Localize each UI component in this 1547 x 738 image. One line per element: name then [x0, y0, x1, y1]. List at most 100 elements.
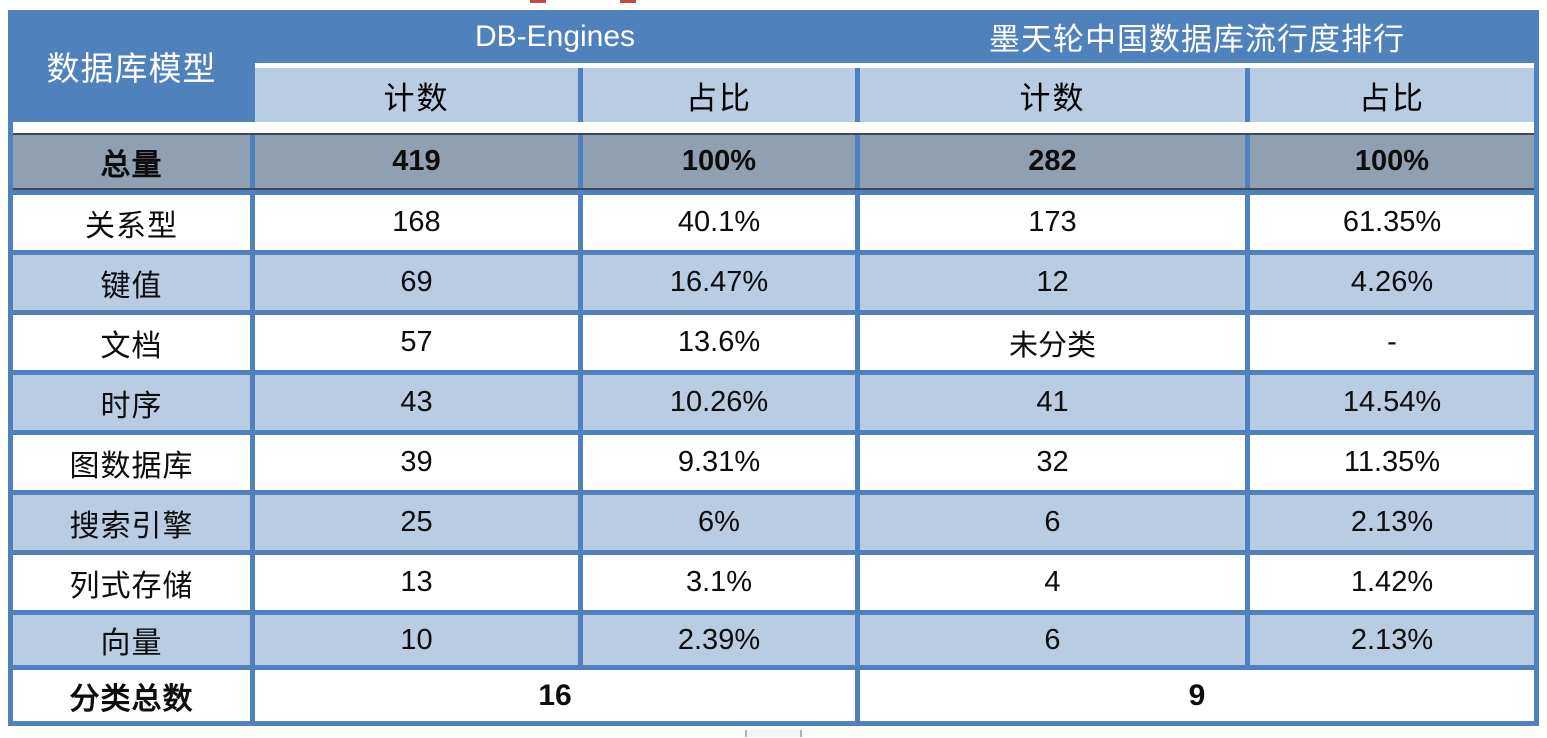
header-body-gap: [13, 122, 1534, 133]
group-header-db-engines: DB-Engines: [255, 10, 855, 63]
table-cell: 10: [400, 623, 433, 656]
grid-divider: [855, 615, 860, 665]
subheader-cell: 占比: [583, 68, 855, 122]
footer-label: 分类总数: [69, 682, 194, 716]
grid-divider: [855, 255, 860, 310]
table-row: 总量 419 100% 282 100%: [13, 133, 1534, 190]
grid-divider: [250, 435, 255, 490]
row-label: 向量: [100, 627, 163, 660]
grid-divider: [1245, 615, 1250, 665]
group-header-band: DB-Engines 墨天轮中国数据库流行度排行: [255, 10, 1534, 63]
grid-divider: [1245, 68, 1250, 122]
table-cell: 2.39%: [677, 623, 761, 656]
table-cell: 4.26%: [1350, 266, 1434, 298]
grid-divider: [855, 495, 860, 550]
grid-divider: [13, 490, 1534, 495]
grid-divider: [1245, 555, 1250, 610]
grid-divider: [250, 195, 255, 250]
subheader-cell: 计数: [860, 68, 1245, 122]
table-body: 总量 419 100% 282 100% 关系型 168 40.1% 173 61.35% 键值 69…: [13, 133, 1534, 670]
row-label: 搜索引擎: [69, 509, 194, 543]
grid-divider: [250, 555, 255, 610]
table-cell: 100%: [681, 145, 757, 177]
grid-divider: [855, 195, 860, 250]
table-row: 文档 57 13.6% 未分类 -: [13, 315, 1534, 370]
cutoff-red-text-fragment: [620, 0, 636, 3]
table-cell: 6%: [698, 506, 740, 538]
grid-divider: [13, 550, 1534, 555]
row-label: 总量: [100, 148, 163, 182]
row-label: 关系型: [85, 209, 178, 243]
grid-divider: [1245, 495, 1250, 550]
grid-divider: [855, 375, 860, 430]
table-row: 图数据库 39 9.31% 32 11.35%: [13, 435, 1534, 490]
grid-divider: [250, 315, 255, 370]
grid-divider: [250, 375, 255, 430]
grid-divider: [578, 255, 583, 310]
grid-divider: [855, 135, 860, 188]
grid-divider: [578, 375, 583, 430]
grid-divider: [1245, 135, 1250, 188]
table-cell: 1.42%: [1350, 566, 1434, 598]
grid-divider: [855, 435, 860, 490]
table-row: 搜索引擎 25 6% 6 2.13%: [13, 495, 1534, 550]
table-cell: 未分类: [1008, 329, 1096, 362]
table-cell: 11.35%: [1343, 446, 1441, 478]
grid-divider: [855, 670, 860, 721]
grid-divider: [13, 370, 1534, 375]
grid-divider: [250, 495, 255, 550]
table-cell: 32: [1036, 446, 1069, 478]
table-cell: 16.47%: [669, 266, 769, 298]
grid-divider: [1245, 255, 1250, 310]
grid-divider: [250, 135, 255, 188]
table-cell: 100%: [1354, 145, 1430, 177]
footer-db-engines-category-total: 16: [538, 678, 572, 712]
subheader-cell: 计数: [255, 68, 578, 122]
group-header-modb-ranking: 墨天轮中国数据库流行度排行: [860, 10, 1534, 63]
table-row: 键值 69 16.47% 12 4.26%: [13, 255, 1534, 310]
subheader-row: 计数 占比 计数 占比: [255, 68, 1534, 122]
row-label: 键值: [100, 269, 163, 303]
table-cell: 57: [400, 326, 433, 358]
table-cell: 43: [400, 386, 433, 418]
row-label: 图数据库: [69, 449, 194, 483]
scrollbar-fragment: [745, 730, 802, 737]
grid-divider: [578, 195, 583, 250]
table-cell: 69: [400, 266, 433, 298]
table-cell: 3.1%: [685, 566, 753, 598]
database-model-comparison-table: 数据库模型 DB-Engines 墨天轮中国数据库流行度排行 计数 占比 计数 占比 …: [8, 10, 1539, 726]
table-cell: 10.26%: [669, 386, 769, 418]
table-row: 向量 10 2.39% 6 2.13%: [13, 615, 1534, 665]
grid-divider: [855, 10, 860, 63]
table-cell: 39: [400, 446, 433, 478]
footer-modb-category-total: 9: [1188, 678, 1206, 712]
footer-row: 分类总数 16 9: [13, 670, 1534, 721]
table-cell: 13: [400, 566, 433, 598]
grid-divider: [578, 68, 583, 122]
table-cell: 61.35%: [1342, 206, 1442, 238]
table-cell: 419: [392, 145, 441, 177]
table-header: 数据库模型 DB-Engines 墨天轮中国数据库流行度排行 计数 占比 计数 占比: [13, 10, 1534, 122]
grid-divider: [578, 555, 583, 610]
grid-divider: [13, 430, 1534, 435]
grid-divider: [578, 615, 583, 665]
grid-divider: [578, 435, 583, 490]
grid-divider: [578, 495, 583, 550]
grid-divider: [578, 135, 583, 188]
table-cell: 173: [1028, 206, 1077, 238]
table-row: 列式存储 13 3.1% 4 1.42%: [13, 555, 1534, 610]
grid-divider: [855, 315, 860, 370]
grid-divider: [250, 255, 255, 310]
grid-divider: [13, 190, 1534, 195]
table-cell: 9.31%: [677, 446, 761, 478]
table-cell: -: [1387, 326, 1397, 358]
grid-divider: [1245, 375, 1250, 430]
table-cell: 168: [392, 206, 441, 238]
table-cell: 282: [1028, 145, 1077, 177]
table-cell: 40.1%: [677, 206, 761, 238]
table-cell: 13.6%: [677, 326, 761, 358]
row-label: 列式存储: [69, 569, 194, 603]
grid-divider: [13, 310, 1534, 315]
table-row: 时序 43 10.26% 41 14.54%: [13, 375, 1534, 430]
